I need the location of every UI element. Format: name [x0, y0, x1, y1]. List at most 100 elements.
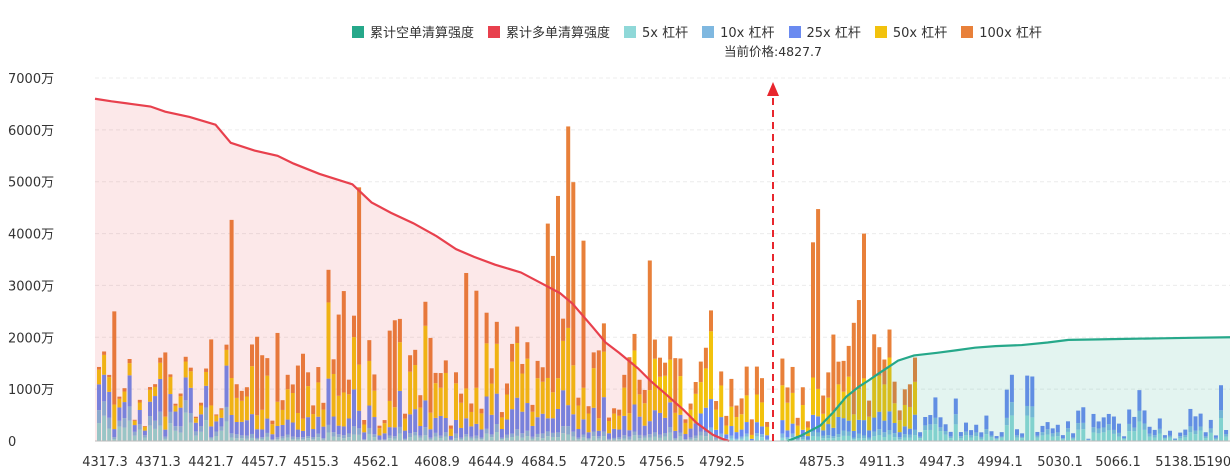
bar-segment-lev5 — [505, 437, 509, 441]
bar-segment-lev25 — [1147, 426, 1152, 434]
bar-segment-lev5 — [729, 438, 734, 441]
x-tick-label: 4371.3 — [135, 455, 181, 469]
bar-segment-lev10 — [341, 435, 346, 439]
legend-item-lev50[interactable]: 50x 杠杆 — [874, 22, 947, 41]
bar-segment-lev50 — [408, 371, 413, 415]
bar-segment-lev5 — [535, 437, 540, 441]
bar-segment-lev10 — [958, 436, 963, 439]
bar-segment-lev25 — [678, 414, 683, 433]
bar-segment-lev50 — [760, 402, 764, 427]
bar-segment-lev100 — [357, 187, 362, 365]
bar-segment-lev25 — [530, 425, 535, 437]
x-tick-label: 4457.7 — [241, 455, 287, 469]
legend-item-short_cum[interactable]: 累计空单清算强度 — [352, 22, 474, 41]
bar-segment-lev5 — [780, 437, 785, 441]
bar-segment-lev5 — [367, 433, 372, 441]
bar-segment-lev25 — [311, 429, 316, 438]
bar-segment-lev5 — [1066, 431, 1070, 441]
bar-segment-lev50 — [505, 394, 509, 420]
bar-segment-lev25 — [918, 432, 923, 437]
legend-label: 累计多单清算强度 — [506, 26, 611, 41]
bar-segment-lev5 — [642, 437, 647, 441]
bar-segment-lev25 — [754, 422, 759, 434]
bar-segment-lev100 — [193, 416, 198, 419]
bar-segment-lev5 — [1091, 432, 1096, 441]
bar-segment-lev25 — [301, 430, 305, 438]
bar-segment-lev25 — [234, 421, 239, 435]
bar-segment-lev50 — [239, 400, 244, 422]
bar-segment-lev50 — [454, 383, 458, 420]
bar-segment-lev25 — [408, 414, 413, 434]
x-tick-label: 4515.3 — [293, 455, 339, 469]
bar-segment-lev10 — [821, 435, 826, 439]
bar-segment-lev100 — [586, 406, 591, 414]
bar-segment-lev100 — [698, 361, 703, 383]
bar-segment-lev25 — [1193, 416, 1198, 431]
bar-segment-lev5 — [275, 439, 280, 441]
bar-segment-lev25 — [1035, 431, 1040, 436]
bar-segment-lev10 — [168, 411, 173, 424]
bar-segment-lev50 — [867, 416, 872, 431]
bar-segment-lev50 — [795, 425, 800, 436]
bar-segment-lev5 — [188, 422, 193, 441]
bar-segment-lev25 — [617, 429, 622, 438]
bar-segment-lev25 — [698, 413, 703, 432]
bar-segment-lev5 — [280, 438, 285, 441]
bar-segment-lev5 — [403, 439, 407, 441]
bar-segment-lev100 — [148, 387, 152, 390]
legend-item-lev5[interactable]: 5x 杠杆 — [624, 22, 688, 41]
bar-segment-lev100 — [805, 421, 810, 428]
legend-item-lev10[interactable]: 10x 杠杆 — [702, 22, 775, 41]
bar-segment-lev10 — [790, 433, 795, 438]
bar-segment-lev100 — [239, 390, 244, 401]
bar-segment-lev25 — [591, 407, 596, 432]
legend-item-lev25[interactable]: 25x 杠杆 — [788, 22, 861, 41]
bar-segment-lev10 — [948, 436, 953, 439]
bar-segment-lev5 — [428, 439, 433, 441]
bar-segment-lev5 — [744, 436, 749, 441]
short-cum-line — [787, 336, 1230, 443]
bar-segment-lev50 — [362, 424, 367, 433]
bar-segment-lev10 — [902, 434, 907, 438]
bar-segment-lev50 — [642, 403, 647, 426]
bar-segment-lev50 — [550, 392, 555, 419]
bar-segment-lev5 — [418, 437, 423, 441]
x-tick-label: 4947.3 — [919, 455, 965, 469]
bar-segment-lev10 — [260, 437, 265, 439]
bar-segment-lev10 — [1122, 438, 1127, 440]
bar-segment-lev100 — [846, 345, 851, 377]
bar-segment-lev50 — [484, 343, 489, 397]
bar-segment-lev50 — [173, 405, 178, 412]
bar-segment-lev50 — [907, 406, 912, 429]
bar-segment-lev10 — [969, 435, 974, 438]
bar-segment-lev5 — [923, 430, 928, 441]
bar-segment-lev25 — [693, 423, 698, 436]
bar-segment-lev10 — [1152, 435, 1157, 438]
bar-segment-lev50 — [448, 428, 453, 436]
bar-segment-lev25 — [683, 434, 688, 439]
bar-segment-lev100 — [907, 384, 912, 407]
bar-segment-lev25 — [668, 402, 673, 427]
bar-segment-lev100 — [285, 374, 290, 390]
bar-segment-lev5 — [158, 425, 163, 441]
bar-segment-lev100 — [856, 300, 861, 390]
current-price-arrow — [767, 82, 779, 96]
bar-segment-lev5 — [668, 432, 673, 441]
bar-segment-lev5 — [295, 438, 300, 441]
bar-segment-lev5 — [673, 439, 678, 441]
bar-segment-lev5 — [168, 423, 173, 441]
bar-segment-lev5 — [760, 437, 764, 441]
bar-segment-lev100 — [673, 358, 678, 413]
bar-segment-lev10 — [244, 435, 249, 439]
bar-segment-lev25 — [153, 396, 158, 421]
bar-segment-lev25 — [566, 405, 571, 427]
bar-segment-lev25 — [265, 418, 270, 433]
legend-item-lev100[interactable]: 100x 杠杆 — [961, 22, 1042, 41]
bar-segment-lev25 — [867, 430, 872, 438]
bar-segment-lev5 — [1213, 439, 1218, 441]
bar-segment-lev5 — [627, 439, 632, 441]
legend-item-long_cum[interactable]: 累计多单清算强度 — [488, 22, 610, 41]
bar-segment-lev5 — [974, 436, 979, 441]
bar-segment-lev25 — [545, 418, 550, 432]
bar-segment-lev5 — [948, 438, 953, 441]
